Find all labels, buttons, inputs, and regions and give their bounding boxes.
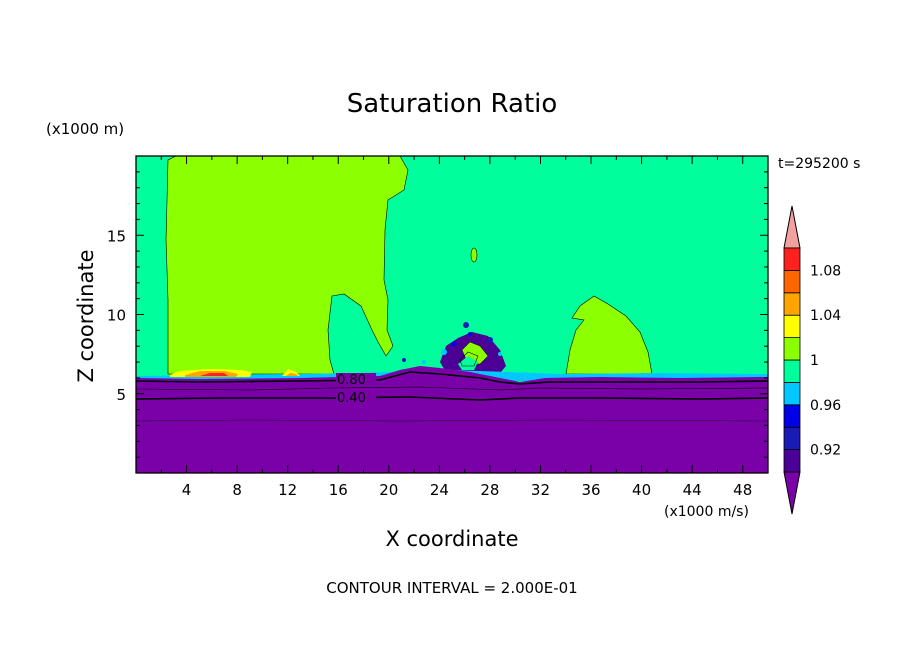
x-tick-label: 8	[232, 481, 242, 499]
contour-label-1: 0.40	[337, 391, 366, 406]
colorbar-tick-label: 0.92	[810, 443, 841, 459]
supersat-zone-1	[165, 156, 409, 375]
colorbar-box	[783, 404, 801, 428]
y-tick-label: 5	[116, 386, 126, 404]
colorbar-tick-label: 1.08	[810, 263, 841, 279]
colorbar-box	[783, 269, 801, 294]
y-axis-title: Z coordinate	[74, 249, 98, 382]
colorbar-box	[783, 381, 801, 406]
warm-streaks	[170, 369, 300, 377]
y-unit-label: (x1000 m)	[46, 120, 124, 138]
cell-contour	[459, 351, 479, 367]
colorbar-box	[783, 247, 801, 271]
colorbar-tick-label: 1.04	[810, 308, 841, 324]
dry-layer	[136, 366, 768, 473]
contour-label-0: 0.80	[337, 373, 366, 388]
plot-area	[136, 156, 768, 473]
colorbar-tick-label: 0.96	[810, 398, 841, 414]
y-tick-label: 15	[107, 227, 126, 245]
contour-interval-footer: CONTOUR INTERVAL = 2.000E-01	[326, 579, 577, 597]
y-axis: 5 10 15	[107, 171, 768, 458]
contour-line-0-2	[136, 419, 768, 422]
time-label: t=295200 s	[778, 156, 860, 172]
contour-line-0-4	[136, 396, 768, 401]
colorbar-under-arrow	[783, 471, 801, 515]
colorbar-box	[783, 292, 801, 316]
contour-line-0-8	[136, 371, 768, 385]
x-tick-label: 36	[581, 481, 600, 499]
x-tick-label: 32	[531, 481, 550, 499]
x-tick-label: 12	[278, 481, 297, 499]
x-tick-label: 40	[632, 481, 651, 499]
colorbar-box	[783, 426, 801, 451]
x-tick-label: 24	[430, 481, 449, 499]
colorbar-box	[783, 314, 801, 339]
chart-title: Saturation Ratio	[347, 89, 558, 119]
supersat-speck	[470, 247, 478, 263]
x-axis: 4 8 12 16 20 24 28 32 36 40 44 48	[160, 156, 752, 499]
contour-line-0-6	[136, 386, 768, 391]
x-tick-label: 28	[480, 481, 499, 499]
x-axis-title: X coordinate	[385, 527, 518, 551]
colorbar-box	[783, 449, 801, 473]
x-tick-label: 4	[182, 481, 192, 499]
convective-cell	[402, 322, 506, 378]
supersat-zone-2	[565, 295, 653, 375]
x-tick-label: 16	[329, 481, 348, 499]
x-tick-label: 44	[683, 481, 702, 499]
colorbar: 0.92 0.96 1 1.04 1.08	[783, 205, 841, 515]
colorbar-over-arrow	[783, 205, 801, 249]
x-tick-label: 20	[379, 481, 398, 499]
colorbar-box	[783, 337, 801, 361]
x-unit-label: (x1000 m/s)	[664, 504, 749, 520]
colorbar-tick-label: 1	[810, 353, 819, 369]
y-tick-label: 10	[107, 307, 126, 325]
colorbar-box	[783, 359, 801, 383]
x-tick-label: 48	[733, 481, 752, 499]
